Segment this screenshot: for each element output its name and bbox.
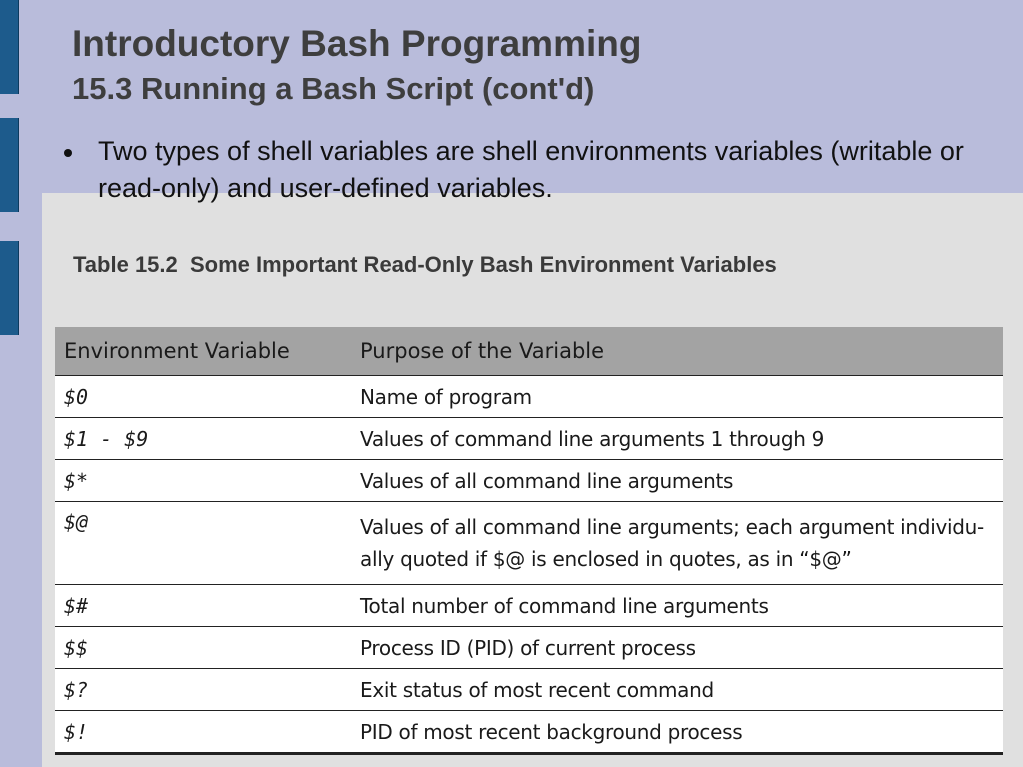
table-row: $# Total number of command line argument… (55, 584, 1003, 627)
variable-cell: $* (55, 459, 360, 502)
slide-subtitle: 15.3 Running a Bash Script (cont'd) (72, 71, 595, 106)
bullet-dot-icon (64, 149, 72, 157)
purpose-cell: Values of command line arguments 1 throu… (360, 417, 1003, 460)
left-edge-bar-top (0, 0, 19, 94)
variable-cell: $$ (55, 626, 360, 669)
table-header-row: Environment Variable Purpose of the Vari… (55, 327, 1003, 376)
variable-cell: $@ (55, 501, 360, 585)
column-header-variable: Environment Variable (55, 327, 360, 376)
purpose-cell: Exit status of most recent command (360, 668, 1003, 711)
table-row: $* Values of all command line arguments (55, 459, 1003, 502)
left-edge-bar-middle (0, 118, 19, 212)
left-edge-bar-bottom (0, 241, 19, 335)
purpose-cell: Process ID (PID) of current process (360, 626, 1003, 669)
column-header-purpose: Purpose of the Variable (360, 327, 1003, 376)
purpose-cell: Values of all command line arguments; ea… (360, 501, 1003, 585)
purpose-cell: Values of all command line arguments (360, 459, 1003, 502)
variable-cell: $# (55, 584, 360, 627)
variable-cell: $0 (55, 375, 360, 418)
table-caption: Table 15.2 Some Important Read-Only Bash… (73, 252, 777, 277)
bullet-text: Two types of shell variables are shell e… (98, 136, 964, 203)
variable-cell: $! (55, 710, 360, 754)
environment-variables-table: Environment Variable Purpose of the Vari… (55, 327, 1003, 755)
table-row: $@ Values of all command line arguments;… (55, 501, 1003, 585)
variable-cell: $1 - $9 (55, 417, 360, 460)
purpose-cell: Total number of command line arguments (360, 584, 1003, 627)
variable-cell: $? (55, 668, 360, 711)
table-row: $! PID of most recent background process (55, 710, 1003, 754)
purpose-cell: PID of most recent background process (360, 710, 1003, 754)
table-row: $0 Name of program (55, 375, 1003, 418)
slide-title: Introductory Bash Programming (72, 23, 642, 64)
table-row: $$ Process ID (PID) of current process (55, 626, 1003, 669)
table-row: $1 - $9 Values of command line arguments… (55, 417, 1003, 460)
bullet-point: Two types of shell variables are shell e… (64, 133, 966, 207)
table-row: $? Exit status of most recent command (55, 668, 1003, 711)
purpose-cell: Name of program (360, 375, 1003, 418)
